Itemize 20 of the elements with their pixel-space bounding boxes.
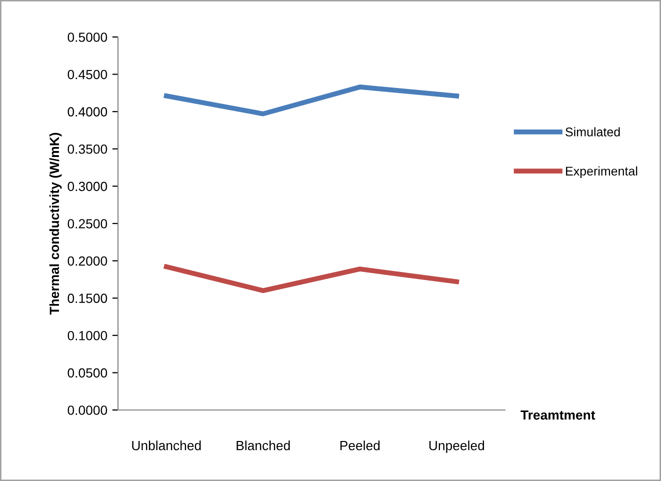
x-tick-label: Blanched xyxy=(236,440,290,450)
y-axis-title: Thermal conductivity (W/mK) xyxy=(49,132,62,315)
y-tick-label: 0.1000 xyxy=(68,330,108,340)
y-tick-label: 0.3500 xyxy=(68,144,108,154)
y-tick-label: 0.2000 xyxy=(68,256,108,266)
y-tick-label: 0.4000 xyxy=(68,107,108,117)
y-tick-label: 0.4500 xyxy=(68,70,108,80)
x-tick-label: Unblanched xyxy=(132,440,201,450)
y-tick-label: 0.1500 xyxy=(68,294,108,304)
x-tick-label: Unpeeled xyxy=(429,440,484,453)
y-tick-label: 0.2500 xyxy=(68,219,108,228)
y-tick-label: 0.5000 xyxy=(68,32,108,42)
legend-label: Simulated xyxy=(566,127,620,136)
legend-label: Experimental xyxy=(566,166,638,178)
x-axis-title: Treamtment xyxy=(520,410,596,420)
y-tick-label: 0.0000 xyxy=(68,406,108,415)
x-tick-label: Peeled xyxy=(340,440,380,450)
y-tick-label: 0.3000 xyxy=(68,182,108,192)
y-tick-label: 0.0500 xyxy=(68,368,108,378)
line-series xyxy=(164,264,460,294)
